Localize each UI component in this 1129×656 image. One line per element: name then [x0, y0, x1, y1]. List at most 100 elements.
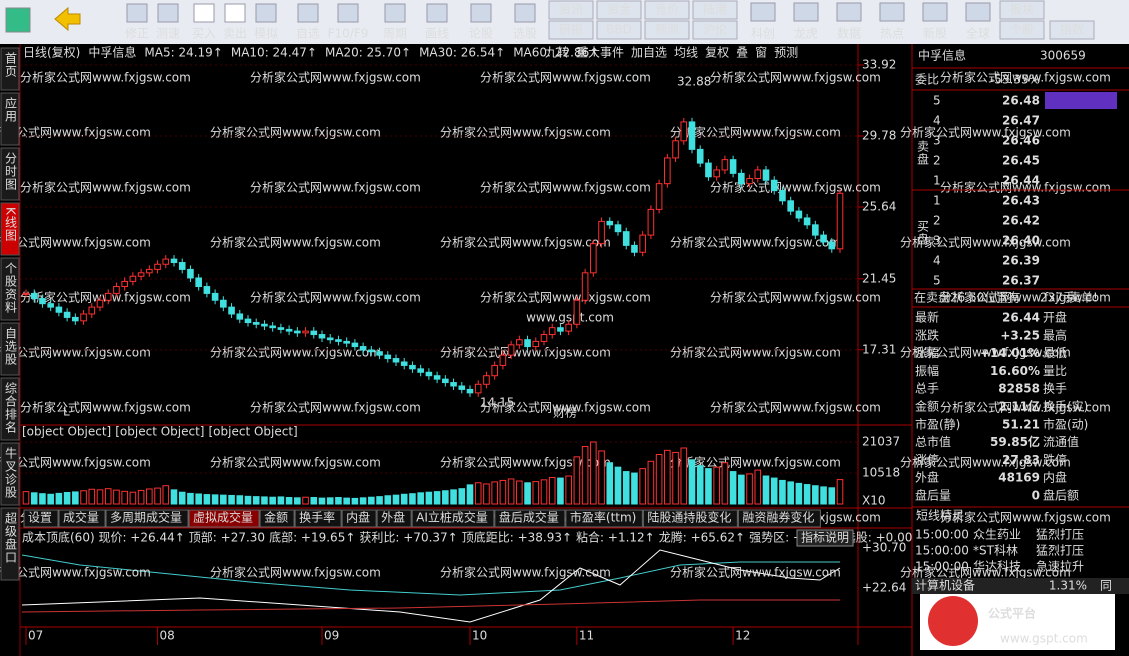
stock-name: 中孚信息 — [918, 48, 966, 63]
volume-bar — [483, 483, 490, 505]
back-arrow[interactable] — [54, 6, 81, 32]
tab[interactable]: 换手率 — [299, 510, 335, 525]
grid-button[interactable]: 陆港 — [703, 2, 727, 17]
tool-icon[interactable] — [126, 3, 148, 23]
tool-icon[interactable] — [793, 2, 819, 22]
tool-icon[interactable] — [157, 3, 179, 23]
volume-bar — [664, 449, 671, 505]
tab-bg — [23, 509, 59, 528]
grid-button[interactable]: 个股 — [1010, 23, 1034, 37]
tab[interactable]: 市盈率(ttm) — [570, 510, 636, 525]
grid-button[interactable]: 资讯 — [559, 3, 583, 17]
tool-button[interactable]: 画线 — [425, 27, 449, 41]
tab[interactable]: 金额 — [264, 510, 288, 525]
tool-icon[interactable] — [750, 2, 776, 22]
chart-button[interactable]: 重大事件 — [576, 46, 624, 60]
tab[interactable]: 内盘 — [346, 510, 370, 525]
tab-bg — [494, 509, 566, 528]
tool-button[interactable]: 测速 — [156, 27, 180, 41]
tab[interactable]: AI立桩成交量 — [416, 510, 488, 525]
tool-icon[interactable] — [965, 2, 991, 22]
tab[interactable]: 融资融券变化 — [742, 510, 814, 525]
tool-icon[interactable] — [836, 2, 862, 22]
volume-bar — [72, 491, 79, 505]
candle — [162, 258, 170, 265]
candle — [220, 299, 227, 308]
grid-button-bg — [596, 20, 642, 40]
chart-button[interactable]: 预测 — [774, 46, 798, 60]
side-tab[interactable]: 分时图 — [4, 152, 18, 191]
tool-icon[interactable] — [426, 3, 448, 23]
tab[interactable]: 多周期成交量 — [110, 510, 182, 525]
chart-button[interactable]: 叠 — [736, 46, 748, 60]
tool-button[interactable]: 龙虎 — [794, 27, 818, 41]
tool-icon[interactable] — [224, 3, 246, 23]
side-tab[interactable]: 自选股 — [4, 327, 18, 366]
tool-button[interactable]: 选股 — [513, 27, 537, 41]
tab[interactable]: 设置 — [28, 511, 52, 525]
tool-button[interactable]: 数据 — [837, 26, 861, 41]
body-bg — [0, 44, 1129, 656]
tool-button[interactable]: F10/F9 — [328, 27, 369, 41]
tool-button[interactable]: 买入 — [192, 27, 216, 41]
tool-button[interactable]: 周期 — [383, 27, 407, 41]
tool-button[interactable]: 论股 — [469, 27, 493, 41]
side-tab[interactable]: 应用 — [4, 96, 18, 123]
chart-button[interactable]: 窗 — [755, 46, 767, 60]
candle — [154, 263, 161, 270]
tool-icon[interactable] — [337, 3, 359, 23]
side-tab[interactable]: 首页 — [4, 52, 18, 78]
grid-button[interactable]: 指数 — [1060, 22, 1084, 37]
candle — [392, 358, 400, 363]
stat-label: 涨跌 — [915, 327, 939, 342]
tool-icon[interactable] — [922, 2, 948, 22]
tab[interactable]: 盘后成交量 — [499, 510, 559, 525]
chart-button[interactable]: 均线 — [674, 46, 698, 60]
tool-button[interactable]: 修正 — [125, 26, 149, 41]
candle — [754, 169, 762, 180]
side-tab[interactable]: 个股资料 — [4, 262, 18, 314]
tool-icon[interactable] — [297, 3, 319, 23]
grid-button[interactable]: 资金 — [607, 2, 631, 17]
chart-button[interactable]: 九转 — [545, 45, 569, 60]
grid-button[interactable]: 研报 — [559, 22, 583, 37]
volume-bar — [713, 466, 720, 505]
grid-button[interactable]: 沪伦 — [703, 22, 727, 37]
grid-button[interactable]: 竞价 — [655, 3, 679, 17]
header-item: MA60: 22.86↑ — [513, 46, 599, 60]
side-tab[interactable]: K线图 — [4, 207, 18, 242]
tool-button[interactable]: 热点 — [880, 27, 904, 41]
tab[interactable]: 虚拟成交量 — [193, 510, 253, 525]
help-button[interactable]: 指标说明 — [801, 530, 849, 545]
tool-icon[interactable] — [879, 2, 905, 22]
grid-button[interactable]: BBD — [606, 23, 632, 37]
tool-button[interactable]: 科创 — [751, 27, 775, 41]
tool-button[interactable]: 新股 — [923, 26, 947, 41]
side-tab[interactable]: 牛叉诊股 — [4, 446, 18, 499]
indicator-line — [21, 554, 840, 596]
tab[interactable]: 陆股通持股变化 — [647, 510, 731, 525]
volume-bar — [228, 494, 235, 505]
chart-button[interactable]: 加自选 — [631, 46, 667, 60]
tool-button[interactable]: 全球 — [966, 26, 990, 41]
tool-icon[interactable] — [193, 3, 215, 23]
side-tab[interactable]: 超级盘口 — [4, 511, 18, 564]
tool-button[interactable]: 自选 — [296, 27, 320, 41]
tool-button[interactable]: 模拟 — [254, 27, 278, 41]
volume-bar — [762, 475, 770, 505]
tab[interactable]: 成交量 — [63, 510, 99, 525]
tool-icon[interactable] — [514, 3, 536, 23]
tool-icon[interactable] — [255, 3, 277, 23]
tool-icon[interactable] — [384, 3, 406, 23]
grid-button[interactable]: 预测 — [655, 23, 679, 37]
side-tab[interactable]: 综合排名 — [4, 382, 18, 434]
tool-icon[interactable] — [470, 3, 492, 23]
sprite-event: 急速拉升 — [1036, 559, 1084, 574]
grid-button[interactable]: 板块 — [1010, 3, 1034, 17]
tool-button[interactable]: 卖出 — [223, 27, 247, 41]
candle — [178, 262, 186, 270]
chart-button[interactable]: 复权 — [705, 46, 729, 60]
volume-bar — [614, 466, 622, 505]
tab[interactable]: 外盘 — [381, 510, 405, 525]
event-tag: 财榜 — [553, 405, 577, 420]
